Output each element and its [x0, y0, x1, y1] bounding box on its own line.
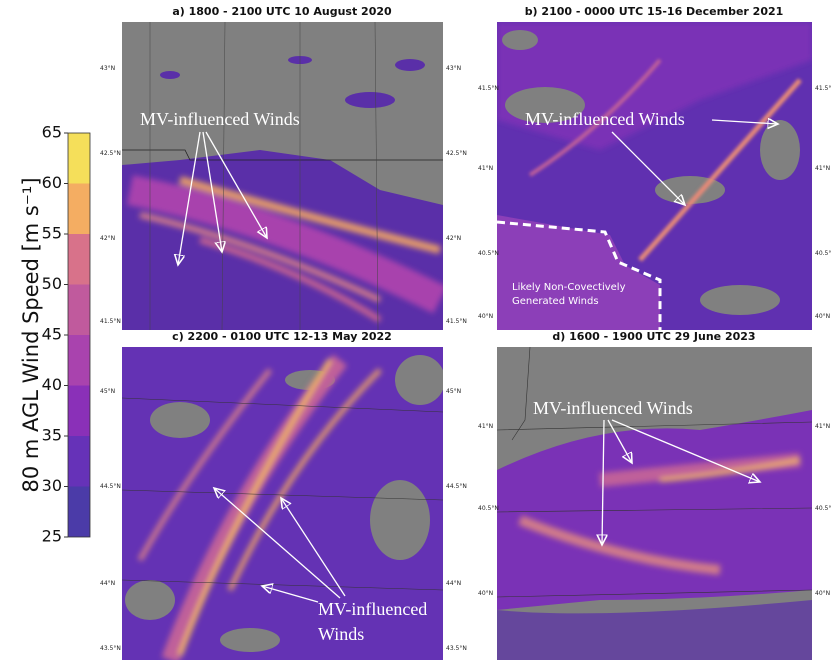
lat-label: 41.5°N — [446, 318, 467, 325]
tick-label: 50 — [42, 274, 62, 293]
annotation: MV-influenced — [318, 599, 427, 619]
panel-title: b) 2100 - 0000 UTC 15-16 December 2021 — [525, 5, 784, 18]
note: Likely Non-Covectively — [512, 282, 626, 293]
lat-label: 41°N — [815, 423, 830, 430]
map-d — [497, 347, 812, 660]
lat-label: 41°N — [478, 165, 493, 172]
color-level — [68, 335, 90, 386]
tick-label: 30 — [42, 476, 62, 495]
tick-label: 40 — [42, 375, 62, 394]
tick-label: 35 — [42, 426, 62, 445]
color-level — [68, 487, 90, 538]
lat-label: 45°N — [446, 388, 461, 395]
tick-label: 60 — [42, 173, 62, 192]
annotation: MV-influenced Winds — [533, 398, 693, 418]
panel-title: c) 2200 - 0100 UTC 12-13 May 2022 — [172, 330, 392, 343]
colorbar: 25 30 35 40 45 50 55 60 65 — [42, 123, 90, 546]
lat-label: 44°N — [446, 580, 461, 587]
lat-label: 41.5°N — [815, 85, 831, 92]
color-level — [68, 386, 90, 437]
lat-label: 40°N — [478, 590, 493, 597]
lat-label: 45°N — [100, 388, 115, 395]
annotation: MV-influenced Winds — [140, 109, 300, 129]
lat-label: 41°N — [815, 165, 830, 172]
lat-label: 43°N — [100, 65, 115, 72]
color-level — [68, 184, 90, 235]
lat-label: 42.5°N — [100, 150, 121, 157]
lat-label: 42°N — [100, 235, 115, 242]
note: Generated Winds — [512, 296, 599, 307]
annotation: Winds — [318, 624, 364, 644]
panel-title: a) 1800 - 2100 UTC 10 August 2020 — [172, 5, 392, 18]
lat-label: 40.5°N — [815, 250, 831, 257]
color-level — [68, 133, 90, 184]
tick-label: 25 — [42, 527, 62, 546]
lat-label: 44.5°N — [100, 483, 121, 490]
color-level — [68, 436, 90, 487]
lat-label: 40.5°N — [478, 250, 499, 257]
tick-label: 45 — [42, 325, 62, 344]
lat-label: 40°N — [478, 313, 493, 320]
panel-title: d) 1600 - 1900 UTC 29 June 2023 — [552, 330, 755, 343]
color-level — [68, 234, 90, 285]
lat-label: 41.5°N — [100, 318, 121, 325]
figure: 25 30 35 40 45 50 55 60 65 80 m AGL Wind Speed [… — [0, 0, 831, 661]
lat-label: 43°N — [446, 65, 461, 72]
annotation: MV-influenced Winds — [525, 109, 685, 129]
lat-label: 41.5°N — [478, 85, 499, 92]
lat-label: 41°N — [478, 423, 493, 430]
color-level — [68, 285, 90, 336]
lat-label: 40.5°N — [478, 505, 499, 512]
colorbar-label: 80 m AGL Wind Speed [m s⁻¹] — [19, 177, 43, 492]
lat-label: 44°N — [100, 580, 115, 587]
lat-label: 40°N — [815, 590, 830, 597]
tick-label: 55 — [42, 224, 62, 243]
lat-label: 40°N — [815, 313, 830, 320]
lat-label: 44.5°N — [446, 483, 467, 490]
lat-label: 42.5°N — [446, 150, 467, 157]
lat-label: 42°N — [446, 235, 461, 242]
map-a — [122, 22, 443, 330]
lat-label: 43.5°N — [446, 645, 467, 652]
lat-label: 40.5°N — [815, 505, 831, 512]
lat-label: 43.5°N — [100, 645, 121, 652]
tick-label: 65 — [42, 123, 62, 142]
